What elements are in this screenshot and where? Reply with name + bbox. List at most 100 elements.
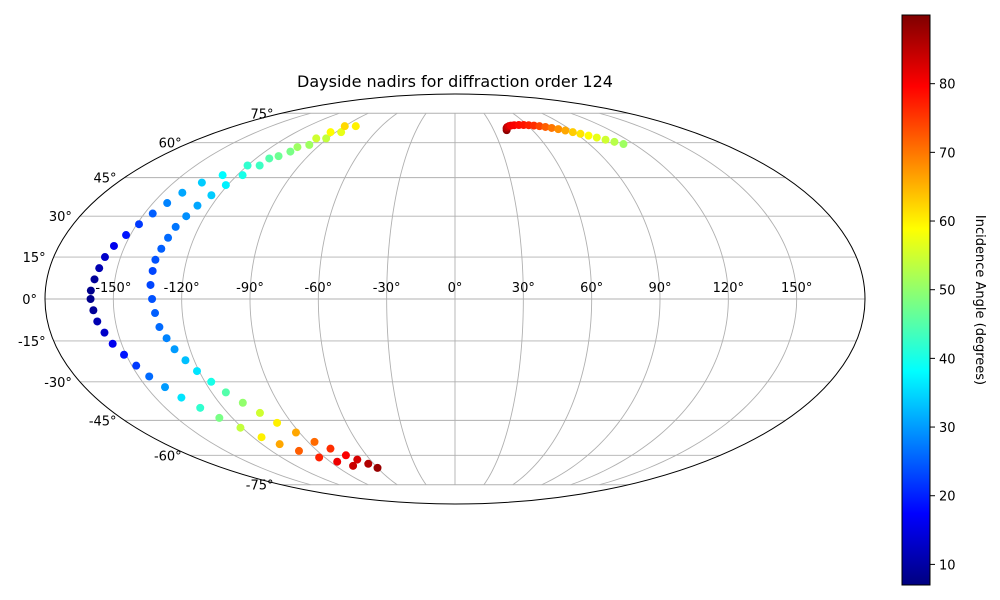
colorbar-tick-label: 20 — [939, 490, 956, 505]
longitude-tick-labels: -150° -120° -90° -60° -30° 0° 30° 60° 90° 120° 150… — [95, 281, 812, 296]
data-point — [255, 408, 264, 417]
data-point — [93, 317, 102, 326]
data-point — [601, 135, 610, 144]
graticule — [45, 112, 865, 486]
map-plot: -150° -120° -90° -60° -30° 0° 30° 60° 90° 120° 150… — [18, 93, 866, 505]
data-point — [135, 220, 143, 229]
data-point — [171, 222, 180, 231]
colorbar-tick-label: 80 — [939, 78, 956, 93]
latitude-tick-label: 0° — [22, 293, 37, 308]
longitude-tick-label: 120° — [713, 281, 744, 296]
data-point — [333, 457, 342, 466]
data-point — [257, 433, 266, 442]
data-point — [238, 398, 247, 407]
data-point — [294, 446, 303, 455]
colorbar-tick-label: 70 — [939, 146, 956, 161]
latitude-tick-label: -75° — [246, 479, 274, 494]
latitude-tick-label: 60° — [159, 137, 182, 152]
data-point — [182, 212, 191, 221]
data-point — [100, 253, 109, 262]
data-point — [161, 383, 170, 392]
data-point — [340, 122, 349, 131]
data-point — [275, 440, 284, 449]
latitude-tick-label: 30° — [49, 210, 72, 225]
data-point — [305, 140, 314, 149]
colorbar-gradient — [901, 14, 931, 586]
data-point — [274, 152, 283, 161]
latitude-tick-label: 15° — [23, 251, 46, 266]
longitude-tick-label: 90° — [648, 281, 671, 296]
data-point — [243, 161, 252, 170]
data-point — [286, 147, 295, 156]
longitude-tick-label: -90° — [236, 281, 264, 296]
data-point — [120, 350, 129, 359]
data-point — [310, 437, 319, 446]
longitude-tick-label: 30° — [512, 281, 535, 296]
longitude-tick-label: 0° — [448, 281, 463, 296]
scatter-points — [86, 120, 628, 472]
data-point — [535, 122, 544, 131]
chart-title: Dayside nadirs for diffraction order 124 — [297, 72, 613, 91]
data-point — [177, 393, 186, 402]
data-point — [584, 131, 593, 140]
data-point — [273, 418, 282, 427]
data-point — [148, 209, 157, 218]
data-point — [86, 295, 95, 303]
data-point — [373, 463, 382, 472]
latitude-tick-labels: 75° 60° 45° 30° 15° 0° -15° -30° -45° -60° -75° — [18, 107, 274, 493]
data-point — [610, 137, 619, 146]
data-point — [122, 231, 131, 240]
data-point — [157, 244, 166, 253]
data-point — [221, 181, 230, 190]
data-point — [547, 123, 556, 132]
data-point — [322, 134, 331, 143]
colorbar-tick-label: 50 — [939, 284, 956, 299]
data-point — [108, 339, 117, 348]
colorbar-tick-label: 30 — [939, 421, 956, 436]
longitude-tick-label: -150° — [95, 281, 131, 296]
data-point — [619, 140, 628, 149]
data-point — [163, 199, 172, 208]
data-point — [568, 128, 577, 137]
data-point — [197, 178, 206, 187]
colorbar-tick-label: 10 — [939, 558, 956, 573]
data-point — [178, 188, 187, 197]
data-point — [326, 444, 335, 453]
colorbar-tick-label: 60 — [939, 215, 956, 230]
data-point — [236, 423, 245, 432]
data-point — [181, 356, 190, 365]
data-point — [162, 334, 171, 343]
longitude-tick-label: 150° — [781, 281, 812, 296]
longitude-tick-label: -30° — [373, 281, 401, 296]
data-point — [592, 133, 601, 142]
data-point — [148, 295, 157, 303]
data-point — [353, 455, 362, 464]
data-point — [554, 125, 563, 134]
data-point — [100, 328, 109, 337]
longitude-tick-label: -60° — [304, 281, 332, 296]
latitude-tick-label: -45° — [89, 414, 117, 429]
data-point — [148, 266, 157, 275]
data-point — [207, 191, 216, 200]
data-point — [89, 306, 98, 315]
data-point — [132, 361, 141, 370]
data-point — [95, 264, 104, 273]
data-point — [221, 388, 230, 397]
data-point — [196, 403, 205, 412]
data-point — [215, 413, 224, 422]
data-point — [151, 309, 160, 318]
data-point — [170, 345, 179, 354]
data-point — [315, 453, 324, 462]
data-point — [312, 134, 321, 143]
data-point — [293, 143, 302, 152]
colorbar-ticks: 10 20 30 40 50 60 70 80 — [930, 78, 956, 573]
data-point — [146, 280, 155, 289]
data-point — [341, 451, 350, 460]
latitude-tick-label: -30° — [44, 376, 72, 391]
longitude-tick-label: 60° — [580, 281, 603, 296]
data-point — [576, 129, 585, 138]
data-point — [151, 255, 160, 264]
colorbar: 10 20 30 40 50 60 70 80 Incidence Angle (degree… — [901, 14, 987, 586]
data-point — [291, 428, 300, 437]
data-point — [145, 372, 154, 381]
